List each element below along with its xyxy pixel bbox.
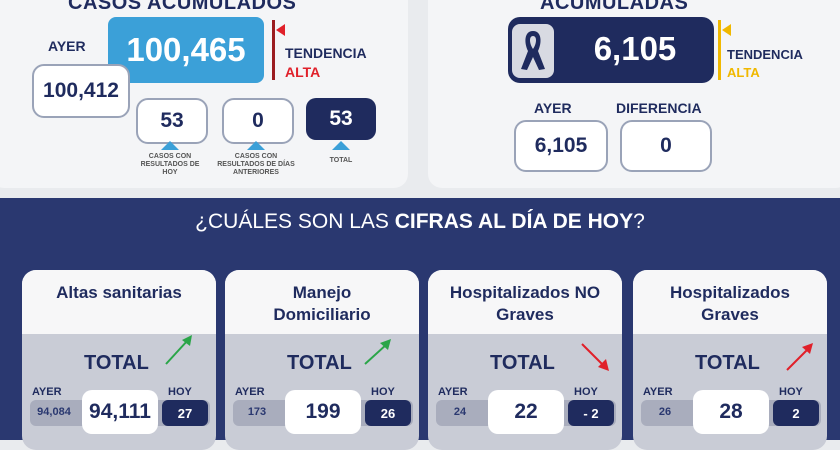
card-total-label: TOTAL: [490, 352, 555, 374]
accumulated-cases-heading: CASOS ACUMULADOS: [68, 0, 297, 14]
ayer-value-box: 100,412: [32, 64, 130, 118]
ribbon-box: [512, 24, 554, 78]
card-ayer-value: 173: [247, 406, 267, 418]
deaths-diff-value: 0: [660, 134, 672, 157]
trend-value: ALTA: [285, 64, 321, 80]
card-value: 28: [693, 390, 769, 434]
card-total-label: TOTAL: [84, 352, 149, 374]
card-hoy-value: 26: [365, 400, 411, 426]
card-ayer-value: 24: [453, 406, 467, 418]
card-altas-sanitarias: Altas sanitarias TOTAL AYER HOY 94,084 9…: [22, 270, 216, 450]
deaths-ayer-label: AYER: [534, 100, 572, 116]
card-title: Hospitalizados Graves: [670, 283, 790, 324]
card-hospitalizados-no-graves: Hospitalizados NO Graves TOTAL AYER HOY …: [428, 270, 622, 450]
card-value: 22: [488, 390, 564, 434]
card-hoy-value: 2: [773, 400, 819, 426]
stat-today: 53: [136, 98, 208, 144]
card-ayer-label: AYER: [32, 386, 62, 398]
stat-previous-caption: CASOS CON RESULTADOS DE DÍAS ANTERIORES: [217, 153, 295, 176]
deaths-ayer-box: 6,105: [514, 120, 608, 172]
deaths-diff-box: 0: [620, 120, 712, 172]
trend-up-green-icon: [165, 335, 192, 365]
card-value: 199: [285, 390, 361, 434]
deaths-trend-line: [718, 20, 721, 80]
ayer-label: AYER: [48, 38, 86, 54]
stat-today-pointer: [161, 141, 179, 150]
card-ayer-label: AYER: [235, 386, 265, 398]
card-ayer-label: AYER: [438, 386, 468, 398]
card-total-label: TOTAL: [287, 352, 352, 374]
deaths-value: 6,105: [593, 30, 677, 67]
stat-previous: 0: [222, 98, 294, 144]
card-total-label: TOTAL: [695, 352, 760, 374]
deaths-heading: ACUMULADAS: [540, 0, 689, 14]
stat-today-caption: CASOS CON RESULTADOS DE HOY: [140, 153, 200, 176]
card-hoy-label: HOY: [779, 386, 803, 398]
stat-total: 53: [306, 98, 376, 140]
card-title: Altas sanitarias: [56, 283, 182, 302]
trend-flag-icon: [276, 24, 285, 36]
stat-previous-pointer: [247, 141, 265, 150]
card-ayer-value: 94,084: [37, 406, 71, 418]
deaths-trend-value: ALTA: [727, 65, 760, 80]
card-hoy-value: 27: [162, 400, 208, 426]
card-title: Manejo Domiciliario: [273, 283, 371, 324]
deaths-trend-label: TENDENCIA: [727, 47, 803, 62]
trend-down-red-icon: [581, 343, 609, 371]
card-hoy-label: HOY: [574, 386, 598, 398]
trend-up-red-icon: [786, 343, 813, 371]
today-banner: ¿CUÁLES SON LAS CIFRAS AL DÍA DE HOY?: [195, 210, 645, 233]
card-hoy-label: HOY: [371, 386, 395, 398]
deaths-trend-flag-icon: [722, 24, 731, 36]
accumulated-cases-value: 100,465: [126, 31, 246, 68]
stat-total-caption: TOTAL: [329, 157, 353, 164]
stat-total-pointer: [332, 141, 350, 150]
mourning-ribbon-icon: [521, 31, 545, 70]
accumulated-cases-main: 100,465: [108, 17, 264, 83]
card-hoy-value: - 2: [568, 400, 614, 426]
deaths-ayer-value: 6,105: [534, 134, 588, 157]
card-hoy-label: HOY: [168, 386, 192, 398]
deaths-diff-label: DIFERENCIA: [616, 100, 702, 116]
trend-up-green-icon: [364, 339, 391, 365]
card-ayer-label: AYER: [643, 386, 673, 398]
card-ayer-value: 26: [658, 406, 672, 418]
ayer-value: 100,412: [43, 79, 119, 102]
card-title: Hospitalizados NO Graves: [449, 283, 601, 324]
trend-line: [272, 20, 275, 80]
card-hospitalizados-graves: Hospitalizados Graves TOTAL AYER HOY 26 …: [633, 270, 827, 450]
card-value: 94,111: [82, 390, 158, 434]
card-manejo-domiciliario: Manejo Domiciliario TOTAL AYER HOY 173 1…: [225, 270, 419, 450]
trend-label: TENDENCIA: [285, 45, 367, 61]
